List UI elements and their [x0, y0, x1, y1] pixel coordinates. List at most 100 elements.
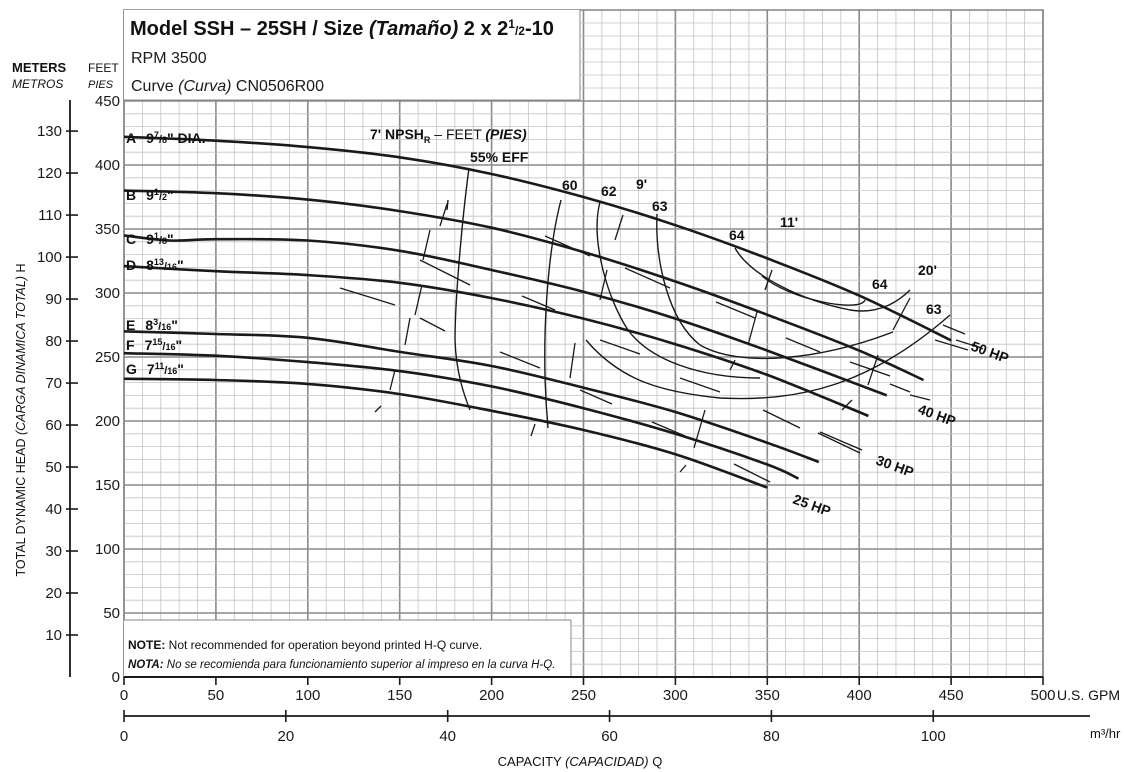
m3hr-tick-label: 40	[439, 728, 456, 745]
y-meters-tick-label: 100	[37, 249, 62, 266]
guide-segment	[817, 432, 861, 454]
guide-segment	[841, 399, 853, 411]
eff-62-line	[596, 201, 761, 379]
guide-segment	[693, 409, 706, 449]
eff-64-label-a: 64	[729, 227, 745, 243]
y-feet-tick-label: 300	[95, 285, 120, 302]
guide-segment	[614, 214, 624, 241]
curve-annotations: 55% EFF 60 62 9' 63 64 11' 20' 64 63 50 …	[470, 149, 1011, 519]
y-meters-tick-label: 40	[45, 501, 62, 518]
guide-segment	[389, 369, 396, 391]
guide-segment	[955, 339, 976, 347]
guide-segment	[867, 354, 879, 386]
guide-segment	[849, 361, 891, 377]
y-feet-tick-label: 200	[95, 413, 120, 430]
x-tick-label: 400	[847, 687, 872, 704]
eff-60-line	[544, 199, 562, 429]
guide-segment	[715, 301, 756, 319]
y-feet-tick-label: 450	[95, 93, 120, 110]
guide-segment	[422, 229, 431, 261]
guide-segment	[651, 421, 686, 437]
eff-64b-inner	[761, 275, 866, 306]
m3hr-tick-label: 0	[120, 728, 128, 745]
y-feet-tick-label: 350	[95, 221, 120, 238]
guide-segment	[889, 383, 911, 393]
y-feet-tick-label: 400	[95, 157, 120, 174]
guide-segment	[339, 287, 396, 306]
x-tick-label: 500	[1030, 687, 1055, 704]
m3hr-tick-label: 60	[601, 728, 618, 745]
guide-segment	[764, 269, 773, 291]
impeller-label-f: F 715/16"	[126, 337, 182, 353]
impeller-label-c: C 91/8"	[126, 231, 174, 247]
head-curve-a	[123, 135, 952, 342]
guide-segment	[439, 203, 448, 227]
x-tick-label: 200	[479, 687, 504, 704]
eff-60-label: 60	[562, 177, 578, 193]
guide-segment	[909, 394, 931, 401]
guide-segment	[599, 339, 641, 355]
impeller-label-b: B 91/2"	[126, 187, 174, 203]
y-feet-tick-label: 150	[95, 477, 120, 494]
guide-segment	[819, 431, 863, 451]
y-meters-tick-label: 50	[45, 459, 62, 476]
hp-50-label: 50 HP	[969, 338, 1011, 366]
guide-segment	[419, 259, 471, 286]
eff-63b-line	[585, 314, 951, 400]
x-tick-label: 50	[208, 687, 225, 704]
gpm-unit-label: U.S. GPM	[1057, 687, 1120, 703]
x-tick-label: 100	[295, 687, 320, 704]
note-spanish: NOTA: No se recomienda para funcionamien…	[128, 659, 555, 671]
y-meters-tick-label: 20	[45, 585, 62, 602]
y-meters-tick-label: 80	[45, 333, 62, 350]
guide-segment	[419, 317, 446, 332]
head-curve-d	[123, 264, 869, 418]
m3hr-unit-label: m³/hr	[1090, 726, 1121, 741]
y-axis-title: TOTAL DYNAMIC HEAD (CARGA DINAMICA TOTAL…	[14, 263, 28, 576]
hp-25-label: 25 HP	[791, 491, 833, 519]
grid	[123, 9, 1044, 678]
head-curve-f	[123, 351, 800, 480]
y-meters-tick-label: 110	[38, 207, 62, 224]
meters-label: METERS	[12, 60, 67, 75]
y-meters-tick-label: 60	[45, 417, 62, 434]
guide-segment	[624, 267, 671, 289]
guide-segment	[971, 343, 984, 350]
guide-segment	[530, 423, 536, 437]
hp-30-label: 30 HP	[874, 452, 916, 480]
impeller-label-e: E 83/16"	[126, 317, 178, 333]
y-meters-tick-label: 90	[45, 291, 62, 308]
m3hr-tick-label: 80	[763, 728, 780, 745]
guide-segment	[729, 359, 736, 371]
impeller-label-g: G 711/16"	[126, 361, 184, 377]
npsh-title: 7' NPSHR – FEET (PIES)	[370, 126, 527, 145]
pies-label: PIES	[88, 79, 114, 91]
head-curve-b	[123, 189, 925, 382]
guide-segment	[374, 405, 382, 413]
guide-segment	[747, 311, 758, 346]
guide-segment	[785, 337, 821, 353]
rpm-label: RPM 3500	[131, 50, 207, 67]
x-tick-label: 300	[663, 687, 688, 704]
guide-segment	[679, 464, 687, 473]
eff-55-label: 55% EFF	[470, 149, 529, 165]
m3hr-tick-label: 20	[278, 728, 295, 745]
header-box	[124, 10, 580, 100]
npsh-11-label: 11'	[780, 214, 798, 230]
guide-segment	[733, 463, 771, 483]
chart-title: Model SSH – 25SH / Size (Tamaño) 2 x 21/…	[130, 17, 554, 40]
x-axis-title: CAPACITY (CAPACIDAD) Q	[498, 754, 663, 769]
x-tick-label: 450	[939, 687, 964, 704]
eff-63-label-a: 63	[652, 198, 668, 214]
y-meters-tick-label: 120	[37, 165, 62, 182]
x-tick-label: 250	[571, 687, 596, 704]
guide-segment	[569, 342, 576, 379]
efficiency-npsh-hp-lines	[339, 167, 984, 483]
guide-segment	[934, 339, 969, 351]
x-tick-label: 150	[387, 687, 412, 704]
curve-id-label: Curve (Curva) CN0506R00	[131, 78, 324, 95]
head-curve-c	[123, 234, 888, 397]
eff-64a-line	[734, 247, 911, 312]
npsh-9-label: 9'	[636, 176, 647, 192]
